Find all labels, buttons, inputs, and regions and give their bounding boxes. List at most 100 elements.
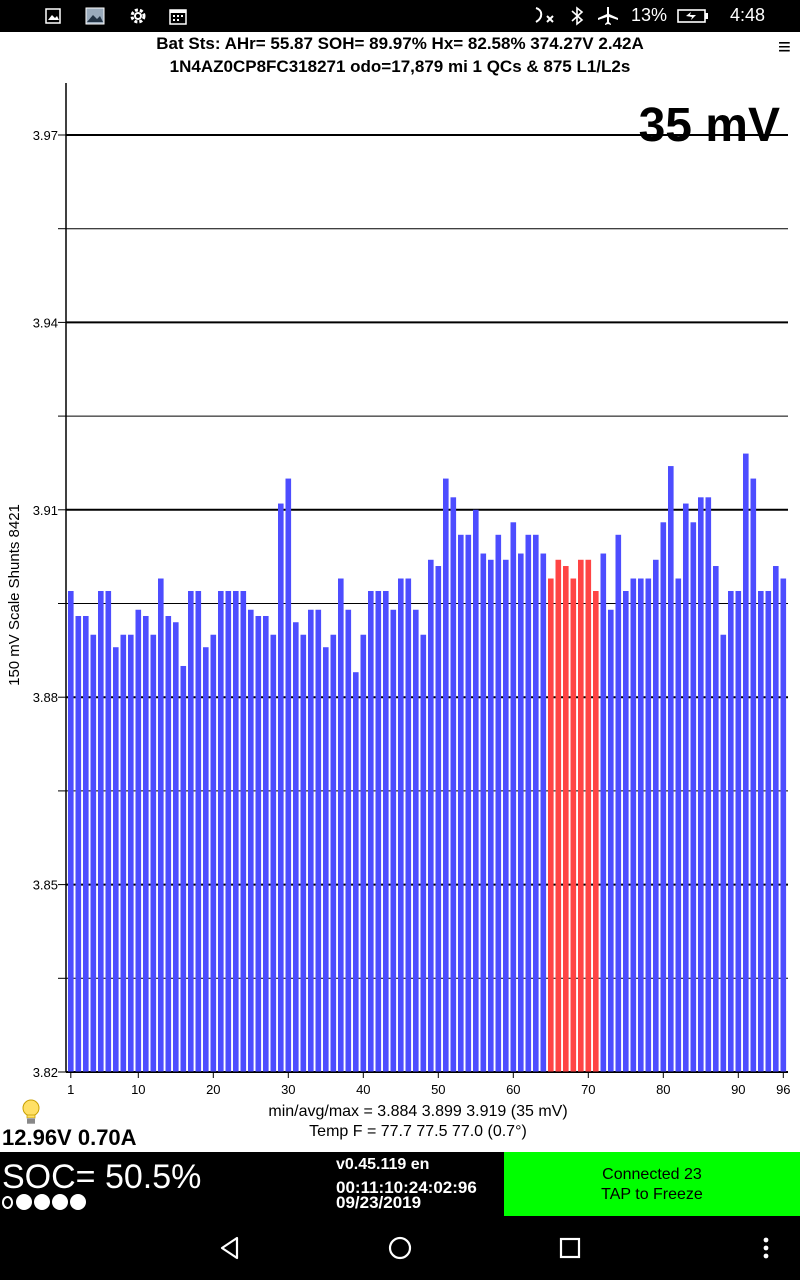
bar xyxy=(98,591,104,1072)
bar xyxy=(443,478,449,1073)
bar xyxy=(420,634,427,1072)
bar xyxy=(653,559,659,1072)
bar xyxy=(608,609,614,1072)
bar xyxy=(195,591,202,1072)
bar xyxy=(743,453,749,1073)
home-icon[interactable] xyxy=(368,1216,432,1280)
bar xyxy=(353,672,359,1072)
soc-readout: SOC= 50.5% xyxy=(2,1158,202,1196)
overflow-menu-icon[interactable] xyxy=(734,1216,798,1280)
vehicle-info-line: 1N4AZ0CP8FC318271 odo=17,879 mi 1 QCs & … xyxy=(169,57,631,76)
bar xyxy=(90,634,97,1072)
bar xyxy=(405,578,412,1072)
lightbulb-icon[interactable] xyxy=(20,1098,42,1126)
bar xyxy=(705,497,712,1073)
photo-icon xyxy=(84,6,106,26)
bar xyxy=(428,559,434,1072)
battery-charging-icon xyxy=(676,6,710,26)
bar xyxy=(750,478,757,1073)
bar xyxy=(720,634,727,1072)
bar xyxy=(285,478,292,1073)
bar xyxy=(248,609,254,1072)
chart-delta-title: 35 mV xyxy=(638,99,780,152)
clock: 4:48 xyxy=(730,5,766,25)
bar xyxy=(765,591,772,1072)
bar-shunted xyxy=(570,578,577,1072)
back-icon[interactable] xyxy=(198,1216,262,1280)
bar xyxy=(533,534,539,1072)
bar xyxy=(660,522,667,1072)
bar xyxy=(473,509,479,1072)
recents-icon[interactable] xyxy=(538,1216,602,1280)
bar xyxy=(780,578,787,1072)
bar xyxy=(735,591,742,1072)
cell-voltage-chart[interactable]: 3.82 3.85 3.88 3.91 3.94 3.97 150 mV Scale Shu… xyxy=(0,80,800,1100)
y-tick-label: 3.82 xyxy=(33,1065,58,1080)
bar xyxy=(225,591,232,1072)
bar xyxy=(360,634,367,1072)
dot-filled xyxy=(70,1194,86,1210)
bar xyxy=(465,534,472,1072)
bar-shunted xyxy=(548,578,554,1072)
voltage-stats: min/avg/max = 3.884 3.899 3.919 (35 mV) xyxy=(268,1103,568,1120)
bar xyxy=(600,553,607,1072)
connection-button[interactable]: Connected 23 TAP to Freeze xyxy=(504,1152,800,1216)
x-tick-label: 60 xyxy=(506,1082,520,1097)
bar xyxy=(263,615,269,1072)
bar xyxy=(510,522,517,1072)
bar xyxy=(435,566,442,1072)
bar xyxy=(120,634,127,1072)
bar xyxy=(75,615,82,1072)
bar xyxy=(83,615,89,1072)
dot-filled xyxy=(16,1194,32,1210)
y-tick-label: 3.94 xyxy=(33,315,58,330)
bar xyxy=(698,497,704,1073)
x-tick-label: 96 xyxy=(776,1082,790,1097)
connection-status: Connected 23 xyxy=(602,1166,702,1183)
bar xyxy=(413,609,419,1072)
bar-shunted xyxy=(578,559,584,1072)
bar xyxy=(255,615,262,1072)
x-tick-label: 80 xyxy=(656,1082,670,1097)
bar xyxy=(728,591,734,1072)
dot-filled xyxy=(52,1194,68,1210)
x-tick-label: 70 xyxy=(581,1082,595,1097)
bar xyxy=(368,591,374,1072)
x-tick-label: 90 xyxy=(731,1082,745,1097)
bar xyxy=(188,591,194,1072)
bar xyxy=(773,566,779,1072)
bar-shunted xyxy=(555,559,562,1072)
app-date: 09/23/2019 xyxy=(336,1193,422,1212)
bar xyxy=(623,591,629,1072)
bar xyxy=(68,591,74,1072)
dot-ring xyxy=(2,1195,13,1209)
bluetooth-icon xyxy=(568,6,586,26)
y-tick-label: 3.85 xyxy=(33,878,58,893)
airplane-mode-icon xyxy=(596,6,620,26)
freeze-hint: TAP to Freeze xyxy=(601,1186,703,1203)
bar-shunted xyxy=(593,591,599,1072)
app-timer: 00:11:10:24:02:96 xyxy=(336,1178,477,1197)
bar xyxy=(713,566,719,1072)
bar xyxy=(495,534,502,1072)
bar xyxy=(645,578,652,1072)
bar xyxy=(638,578,644,1072)
bar xyxy=(315,609,322,1072)
charge-dots xyxy=(2,1192,88,1212)
bar xyxy=(135,609,142,1072)
y-tick-label: 3.88 xyxy=(33,690,58,705)
temperature-stats: Temp F = 77.7 77.5 77.0 (0.7°) xyxy=(309,1123,527,1140)
image-icon xyxy=(44,6,62,26)
app-version: v0.45.119 en xyxy=(336,1156,430,1173)
bar xyxy=(330,634,337,1072)
bar xyxy=(540,553,547,1072)
x-tick-label: 50 xyxy=(431,1082,445,1097)
menu-button[interactable]: ≡ xyxy=(778,34,791,59)
bar xyxy=(375,591,382,1072)
bar xyxy=(128,634,134,1072)
y-tick-label: 3.91 xyxy=(33,503,58,518)
bar xyxy=(488,559,494,1072)
bar-shunted xyxy=(585,559,592,1072)
bar xyxy=(165,615,172,1072)
bar xyxy=(210,634,217,1072)
